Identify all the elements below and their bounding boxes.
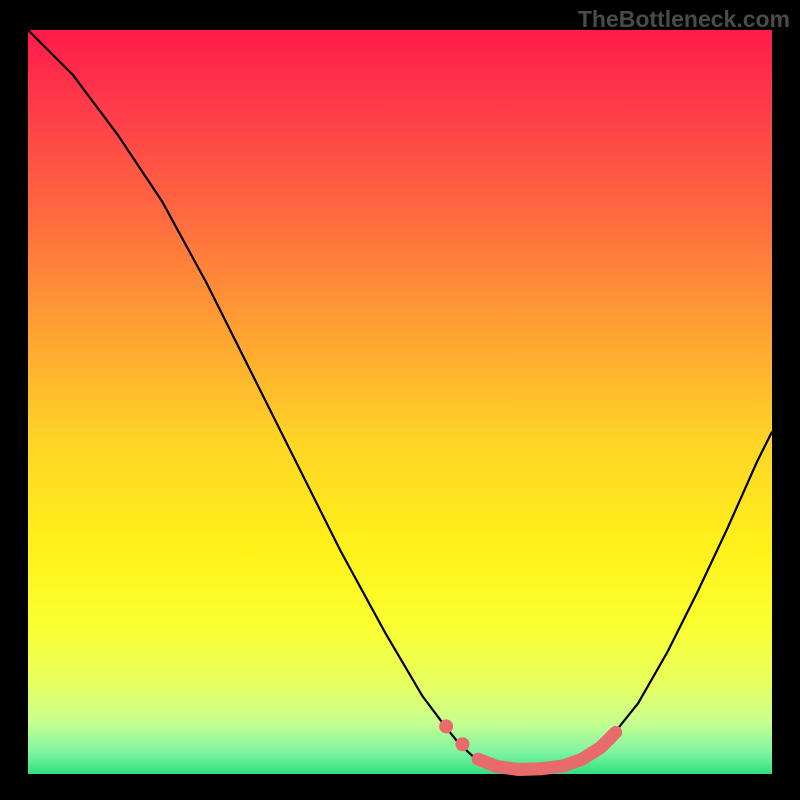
highlight-dot: [439, 719, 453, 733]
highlight-dot: [455, 737, 469, 751]
chart: [0, 0, 800, 800]
watermark: TheBottleneck.com: [578, 6, 790, 33]
